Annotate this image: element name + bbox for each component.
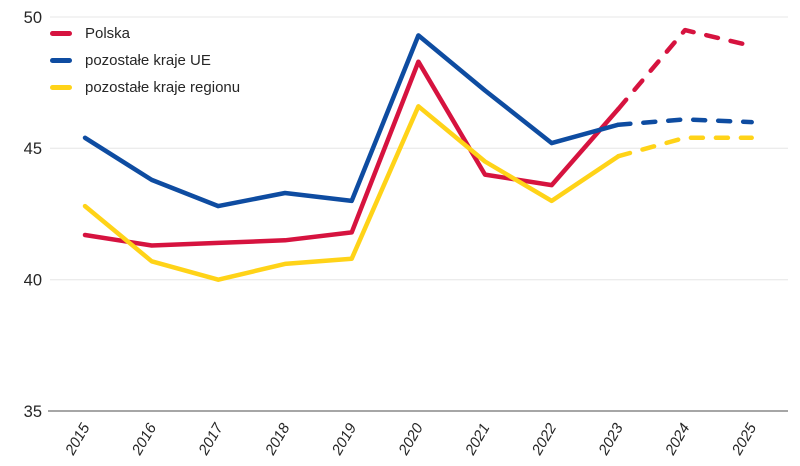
legend-swatch-pozostale-kraje-ue [50, 57, 72, 63]
legend-item-pozostale-kraje-ue: pozostałe kraje UE [50, 51, 240, 69]
legend-label-pozostale-kraje-regionu: pozostałe kraje regionu [85, 78, 241, 96]
legend-swatch-polska [50, 30, 72, 36]
legend-label-pozostale-kraje-ue: pozostałe kraje UE [85, 51, 211, 69]
x-tick-label-2023: 2023 [595, 420, 627, 459]
y-tick-label-35: 35 [24, 403, 42, 421]
y-tick-label-45: 45 [24, 140, 42, 158]
x-tick-label-2016: 2016 [128, 420, 160, 459]
x-tick-label-2015: 2015 [62, 420, 94, 459]
x-tick-label-2022: 2022 [528, 420, 560, 459]
series-line-solid-1 [82, 33, 621, 209]
legend: Polska pozostałe kraje UE pozostałe kraj… [50, 24, 240, 96]
legend-swatch-pozostale-kraje-regionu [50, 84, 72, 90]
legend-label-polska: Polska [85, 24, 131, 42]
series-line-dashed-0 [616, 27, 754, 112]
y-tick-label-40: 40 [24, 271, 42, 289]
x-tick-label-2017: 2017 [195, 420, 227, 459]
x-tick-label-2021: 2021 [462, 421, 494, 459]
legend-item-pozostale-kraje-regionu: pozostałe kraje regionu [50, 78, 240, 96]
y-tick-label-50: 50 [24, 9, 42, 27]
x-tick-label-2025: 2025 [728, 420, 760, 459]
series-line-solid-2 [82, 104, 621, 282]
series-line-dashed-1 [616, 117, 754, 127]
legend-item-polska: Polska [50, 24, 240, 42]
x-tick-label-2018: 2018 [262, 420, 294, 459]
series-line-dashed-2 [616, 135, 754, 159]
x-tick-label-2020: 2020 [395, 420, 427, 459]
x-tick-label-2019: 2019 [328, 420, 360, 459]
series-line-solid-0 [82, 59, 621, 248]
x-tick-label-2024: 2024 [662, 421, 694, 459]
